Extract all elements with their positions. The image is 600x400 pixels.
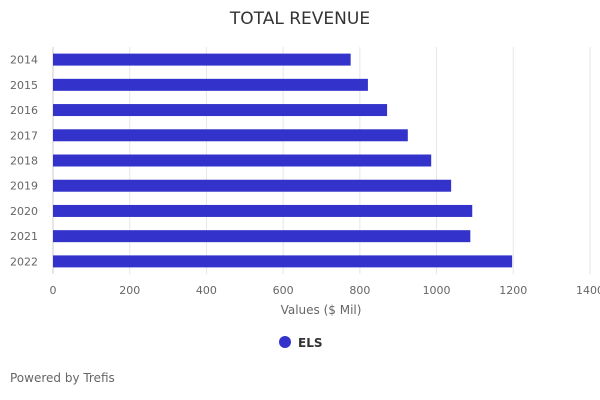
- x-tick-label: 1400: [576, 284, 600, 297]
- x-axis-label: Values ($ Mil): [281, 303, 362, 317]
- bar-2019: [53, 179, 452, 192]
- y-tick-label: 2014: [10, 54, 38, 67]
- y-tick-label: 2021: [10, 230, 38, 243]
- x-tick-label: 1000: [423, 284, 451, 297]
- y-tick-label: 2020: [10, 205, 38, 218]
- y-tick-label: 2022: [10, 255, 38, 268]
- bar-2022: [53, 255, 513, 268]
- x-tick-label: 0: [50, 284, 57, 297]
- legend-label: ELS: [298, 336, 323, 350]
- x-tick-label: 600: [273, 284, 294, 297]
- y-tick-label: 2018: [10, 155, 38, 168]
- bar-2016: [53, 104, 388, 117]
- bar-2021: [53, 230, 471, 243]
- y-tick-label: 2015: [10, 79, 38, 92]
- y-tick-label: 2016: [10, 104, 38, 117]
- powered-by-footer: Powered by Trefis: [10, 371, 115, 385]
- y-tick-label: 2019: [10, 180, 38, 193]
- x-tick-label: 800: [349, 284, 370, 297]
- legend-marker: [279, 336, 291, 348]
- bar-2018: [53, 154, 432, 167]
- x-tick-label: 1200: [499, 284, 527, 297]
- bar-2017: [53, 129, 408, 142]
- chart-title: TOTAL REVENUE: [229, 9, 370, 29]
- x-tick-label: 200: [119, 284, 140, 297]
- y-tick-label: 2017: [10, 129, 38, 142]
- bar-2014: [53, 53, 351, 66]
- bar-2020: [53, 204, 473, 217]
- x-tick-label: 400: [196, 284, 217, 297]
- bar-2015: [53, 78, 368, 91]
